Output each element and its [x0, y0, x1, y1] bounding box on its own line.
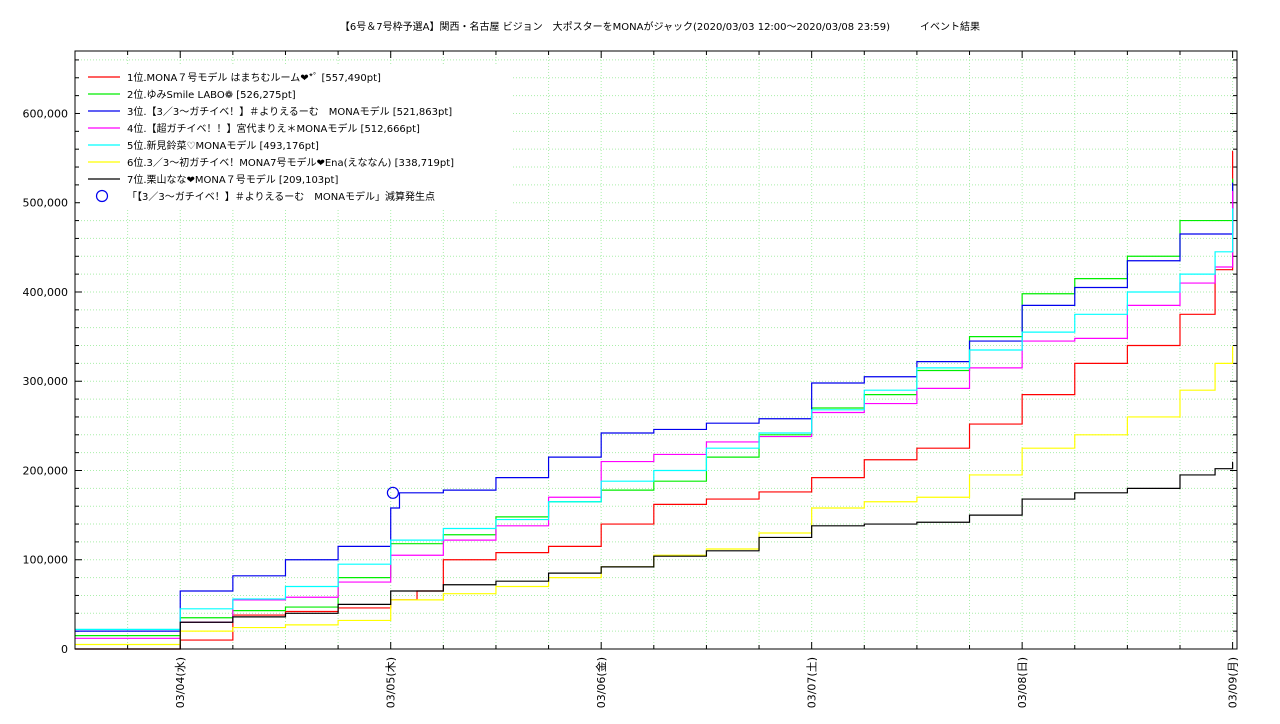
y-tick-label: 400,000: [23, 286, 69, 299]
legend-label-4: 4位.【超ガチイベ！！】宮代まりえ＊MONAモデル [512,666pt]: [127, 122, 420, 135]
legend-label-5: 5位.新見鈴菜♡MONAモデル [493,176pt]: [127, 139, 319, 152]
x-tick-label: 03/07(土): [806, 657, 819, 708]
series-line-6: [75, 346, 1234, 646]
legend-label-1: 1位.MONA７号モデル はまちむルーム❤*ﾟ [557,490pt]: [127, 71, 381, 84]
chart-title: 【6号＆7号枠予選A】関西・名古屋 ビジョン 大ポスターをMONAがジャック(2…: [340, 20, 980, 33]
legend-label-6: 6位.3／3〜初ガチイベ！MONA7号モデル❤Ena(えななん) [338,71…: [127, 156, 454, 169]
y-tick-label: 0: [61, 643, 68, 656]
y-tick-label: 200,000: [23, 464, 69, 477]
series-line-3: [75, 182, 1234, 632]
x-tick-label: 03/05(木): [385, 657, 398, 708]
legend-marker-label: 「【3／3〜ガチイベ！】＃よりえるーむ MONAモデル」減算発生点: [127, 190, 435, 203]
y-tick-label: 600,000: [23, 107, 69, 120]
series-line-7: [75, 461, 1234, 650]
series-line-4: [75, 190, 1234, 639]
x-tick-label: 03/09(月): [1227, 657, 1240, 708]
legend-label-2: 2位.ゆみSmile LABO❁ [526,275pt]: [127, 88, 296, 101]
legend-background: [80, 64, 512, 208]
y-tick-label: 100,000: [23, 554, 69, 567]
x-tick-label: 03/04(水): [174, 657, 187, 708]
legend-marker-symbol: [95, 189, 109, 203]
y-tick-label: 300,000: [23, 375, 69, 388]
deduction-marker: [386, 486, 400, 499]
x-tick-label: 03/06(金): [594, 657, 608, 708]
y-tick-label: 500,000: [23, 197, 69, 210]
x-tick-label: 03/08(日): [1016, 657, 1029, 708]
plot-frame: [74, 50, 1238, 650]
legend-label-7: 7位.栗山なな❤MONA７号モデル [209,103pt]: [127, 173, 338, 186]
series-line-5: [75, 208, 1234, 630]
legend-label-3: 3位.【3／3〜ガチイベ！】＃よりえるーむ MONAモデル [521,863pt…: [127, 105, 452, 118]
series-line-1: [75, 150, 1234, 650]
